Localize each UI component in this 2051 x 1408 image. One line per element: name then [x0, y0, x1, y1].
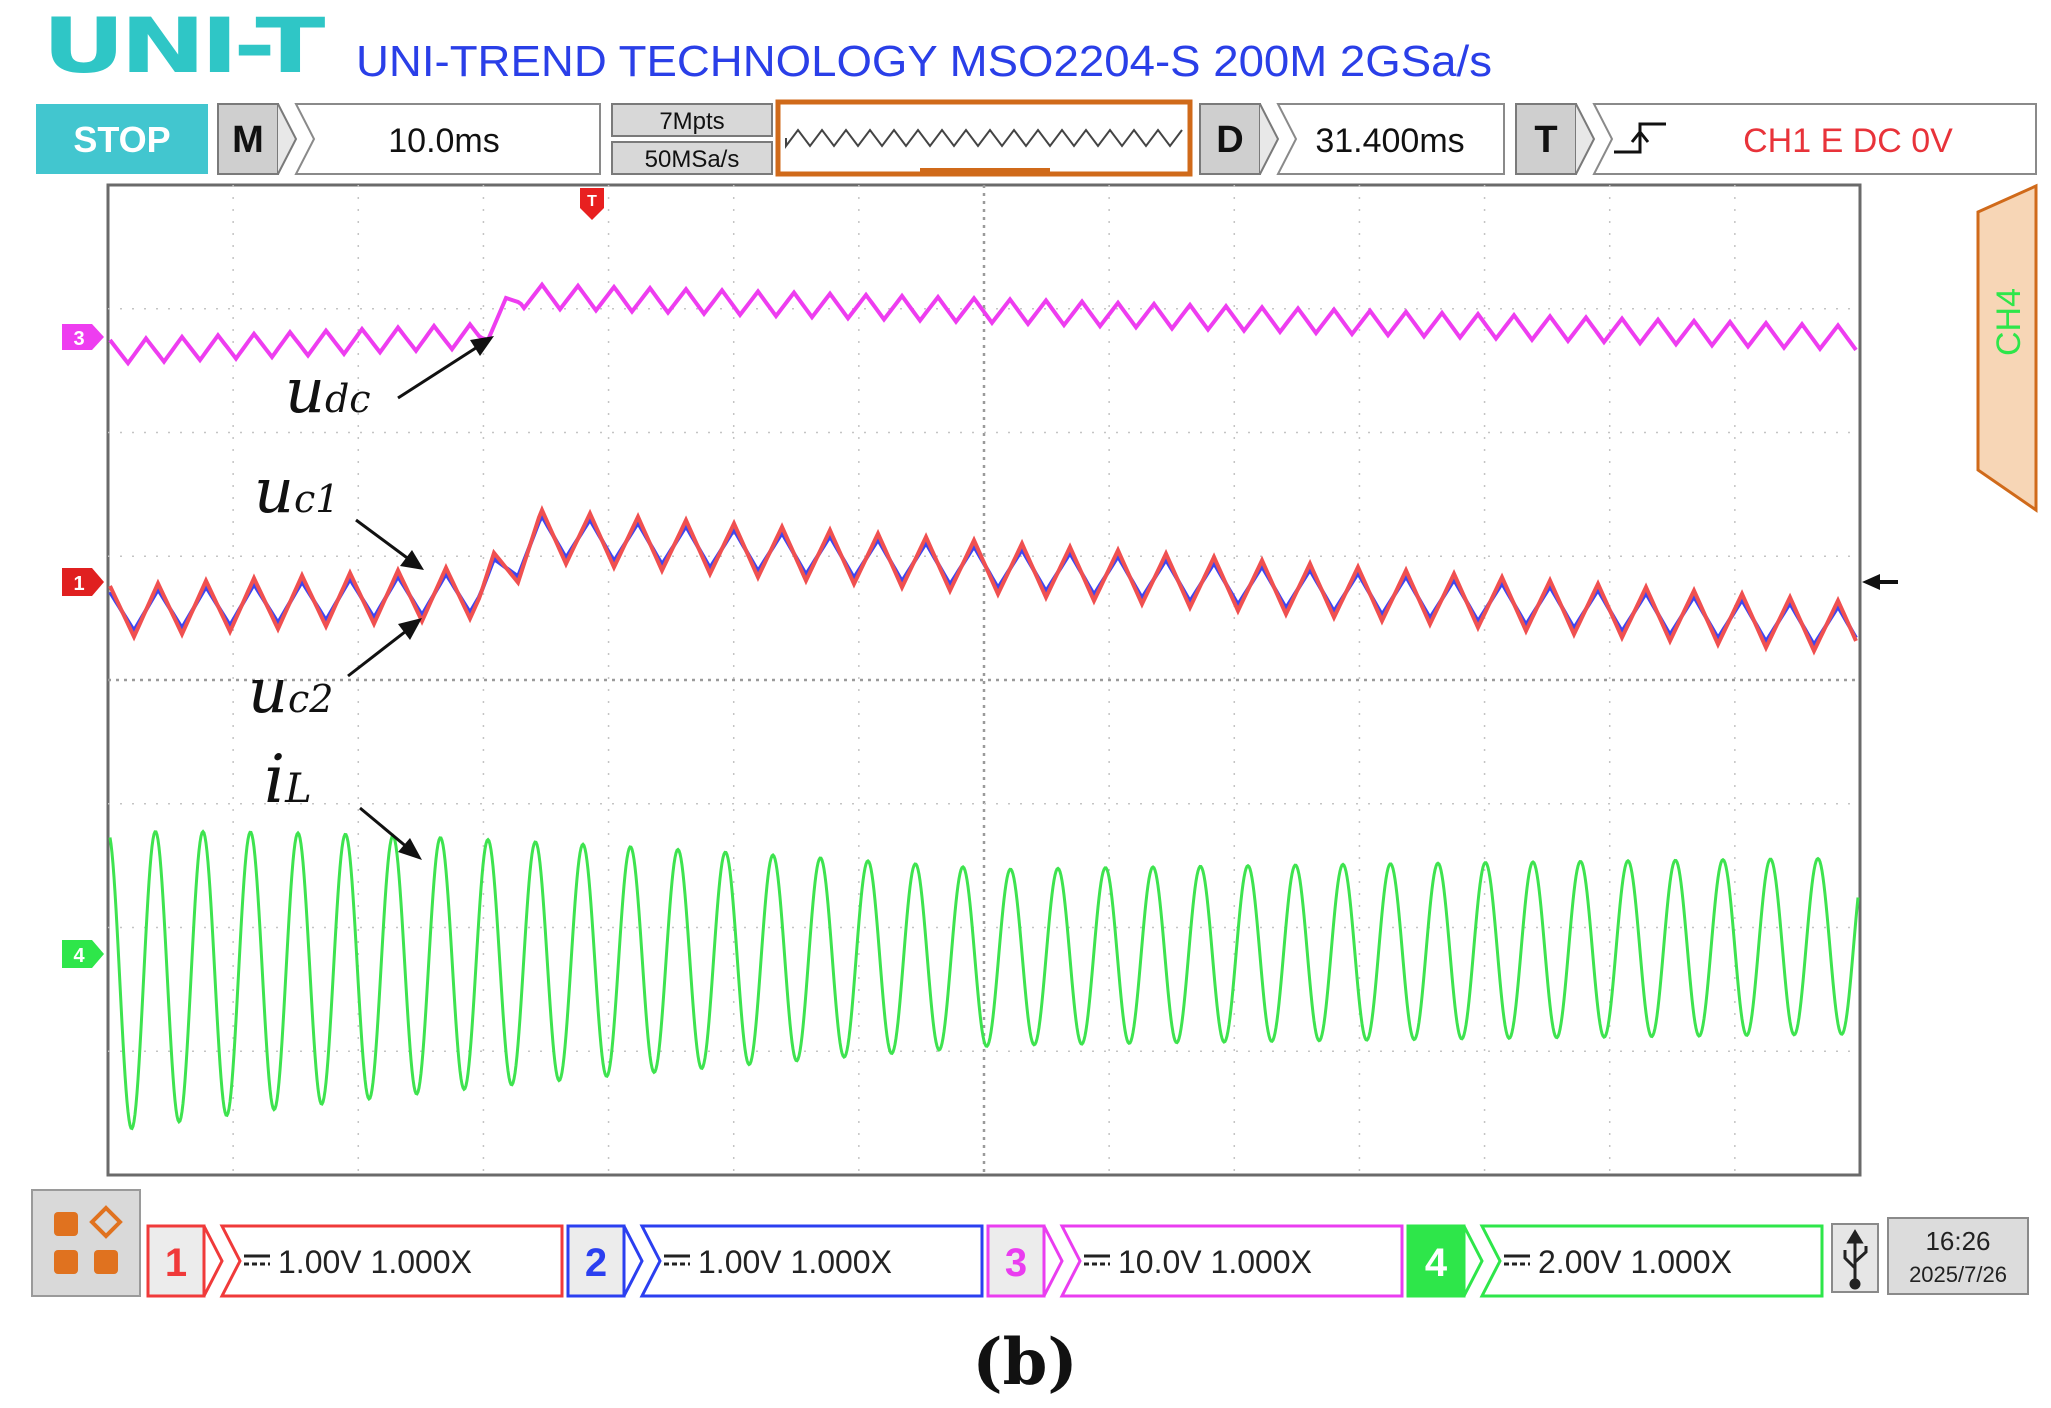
- ch4-probe: 1.000X: [1622, 1244, 1732, 1280]
- ch1-volts-per-div: 1.00V: [278, 1244, 362, 1280]
- timebase-control[interactable]: M 10.0ms: [218, 104, 600, 174]
- ch4-number: 4: [1425, 1241, 1448, 1285]
- timebase-value: 10.0ms: [388, 122, 500, 160]
- ch4-volts-per-div: 2.00V: [1538, 1244, 1622, 1280]
- ch1-scale: 1.00V 1.000X: [278, 1244, 472, 1280]
- delay-control[interactable]: D 31.400ms: [1200, 104, 1504, 174]
- ch3-probe: 1.000X: [1202, 1244, 1312, 1280]
- ch1-offset-marker[interactable]: 1: [62, 568, 104, 596]
- ch3-offset-marker[interactable]: 3: [62, 324, 104, 350]
- ch4-marker-label: 4: [73, 945, 85, 967]
- ch2-number: 2: [585, 1241, 607, 1285]
- ch4-scale: 2.00V 1.000X: [1538, 1244, 1732, 1280]
- ch3-volts-per-div: 10.0V: [1118, 1244, 1202, 1280]
- ch2-volts-per-div: 1.00V: [698, 1244, 782, 1280]
- trigger-control[interactable]: T CH1 E DC 0V: [1516, 104, 2036, 174]
- sample-rate: 50MSa/s: [645, 146, 740, 173]
- ch3-scale: 10.0V 1.000X: [1118, 1244, 1312, 1280]
- ch1-marker-label: 1: [73, 573, 84, 595]
- ch4-side-tab[interactable]: CH4: [1978, 186, 2036, 510]
- ch1-number: 1: [165, 1241, 187, 1285]
- annotation-udc-base: u: [285, 354, 325, 427]
- annotation-uc1-base: u: [254, 454, 294, 527]
- trigger-key: T: [1534, 119, 1557, 161]
- figure-caption: (b): [972, 1325, 1077, 1400]
- annotation-iL-base: i: [264, 741, 285, 818]
- ch4-offset-marker[interactable]: 4: [62, 940, 104, 968]
- ch3-number: 3: [1005, 1241, 1027, 1285]
- usb-status: [1832, 1224, 1878, 1292]
- ch2-probe: 1.000X: [782, 1244, 892, 1280]
- trigger-marker-label: T: [587, 193, 597, 210]
- ch4-settings[interactable]: 4 2.00V 1.000X: [1408, 1226, 1822, 1296]
- model-title: UNI-TREND TECHNOLOGY MSO2204-S 200M 2GSa…: [356, 37, 1492, 86]
- waveform-overview[interactable]: [778, 102, 1190, 176]
- ch3-marker-label: 3: [73, 328, 84, 350]
- run-stop-button[interactable]: STOP: [36, 104, 208, 174]
- brand-logo: UNI-T: [42, 1, 326, 90]
- ch3-settings[interactable]: 3 10.0V 1.000X: [988, 1226, 1402, 1296]
- menu-button[interactable]: [32, 1190, 140, 1296]
- clock-display: 16:26 2025/7/26: [1888, 1218, 2028, 1294]
- annotation-udc-sub: dc: [325, 377, 371, 421]
- ch4-side-label: CH4: [1990, 288, 2028, 356]
- ch2-settings[interactable]: 2 1.00V 1.000X: [568, 1226, 982, 1296]
- annotation-uc1-sub: c1: [294, 477, 339, 521]
- acquisition-info: 7Mpts 50MSa/s: [612, 104, 772, 174]
- trigger-setting: CH1 E DC 0V: [1743, 122, 1953, 160]
- channel-settings-bar: 1 1.00V 1.000X 2 1.00V 1.000X 3 10.0V 1.000X 4…: [148, 1226, 1822, 1296]
- timebase-key: M: [232, 119, 264, 161]
- ch2-scale: 1.00V 1.000X: [698, 1244, 892, 1280]
- annotation-uc2-base: u: [248, 654, 288, 727]
- annotation-uc2-sub: c2: [288, 677, 333, 721]
- ch1-settings[interactable]: 1 1.00V 1.000X: [148, 1226, 562, 1296]
- ch1-probe: 1.000X: [362, 1244, 472, 1280]
- clock-time: 16:26: [1925, 1226, 1990, 1256]
- trigger-level-arrow-icon: [1862, 574, 1898, 590]
- annotation-iL-sub: L: [284, 766, 312, 812]
- memory-depth: 7Mpts: [659, 108, 724, 135]
- delay-key: D: [1216, 119, 1243, 161]
- clock-date: 2025/7/26: [1909, 1262, 2007, 1287]
- delay-value: 31.400ms: [1315, 122, 1464, 160]
- run-stop-label: STOP: [73, 119, 170, 160]
